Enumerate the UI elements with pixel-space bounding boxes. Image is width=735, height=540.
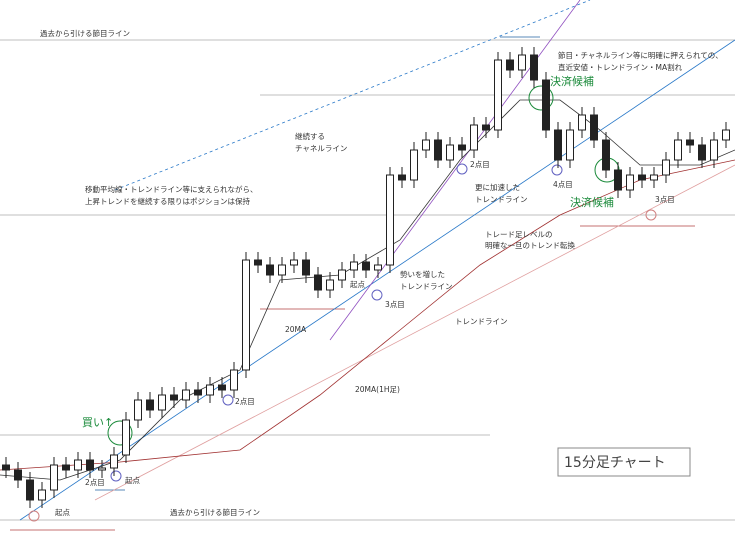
candle-body <box>566 129 574 161</box>
annotation: 移動平均線・トレンドライン等に支えられながら、 <box>85 184 258 194</box>
candle-body <box>494 59 502 131</box>
candle-body <box>290 259 298 266</box>
candle-body <box>470 124 478 151</box>
annotation: 3点目 <box>385 300 405 309</box>
markers <box>28 85 691 522</box>
candle-body <box>62 464 70 471</box>
candle-body <box>650 174 658 181</box>
annotation: 決済候補 <box>550 74 594 88</box>
annotation: 過去から引ける節目ライン <box>170 507 260 517</box>
annotation: 継続する <box>295 131 325 141</box>
annotation: 明確な一旦のトレンド転換 <box>485 240 575 250</box>
candle-body <box>134 399 142 421</box>
candle-body <box>98 467 106 471</box>
candle-body <box>662 159 670 176</box>
candle-body <box>686 139 694 146</box>
annotation: 2点目 <box>85 478 105 487</box>
annotation: 直近安値・トレンドライン・MA割れ <box>558 62 683 72</box>
candle-body <box>278 264 286 276</box>
candle-body <box>590 114 598 141</box>
candle-body <box>482 124 490 131</box>
candle-body <box>218 384 226 391</box>
annotation: 20MA(1H足) <box>355 385 400 394</box>
annotation: 4点目 <box>553 180 573 189</box>
candle-body <box>602 139 610 171</box>
candle-body <box>398 174 406 181</box>
candle-body <box>374 264 382 271</box>
annotation: 起点 <box>55 508 70 517</box>
candle-body <box>554 129 562 161</box>
candle-body <box>506 59 514 71</box>
candle-body <box>674 139 682 161</box>
annotation: 更に加速した <box>475 182 520 192</box>
candle-body <box>86 459 94 471</box>
candle-body <box>2 464 10 471</box>
candle-body <box>158 394 166 411</box>
annotation: 過去から引ける節目ライン <box>40 28 130 38</box>
candle-body <box>614 169 622 191</box>
candle-body <box>542 79 550 131</box>
annotation: チャネルライン <box>295 144 347 153</box>
candle-body <box>266 264 274 276</box>
candle-body <box>626 174 634 191</box>
annotation: 決済候補 <box>570 195 614 209</box>
annotation: 上昇トレンドを継続する限りはポジションは保持 <box>85 196 250 206</box>
candle-body <box>638 174 646 181</box>
candle-body <box>350 261 358 271</box>
candle-body <box>458 144 466 151</box>
candle-body <box>74 459 82 471</box>
annotation: 3点目 <box>655 195 675 204</box>
candle-body <box>302 259 310 276</box>
annotation: 節目・チャネルライン等に明確に押えられての、 <box>558 50 723 60</box>
annotation: 2点目 <box>235 397 255 406</box>
annotation: 15分足チャート <box>564 455 666 471</box>
candle-body <box>230 369 238 391</box>
candle-body <box>254 259 262 266</box>
candle-body <box>314 274 322 291</box>
annotation: トレンドライン <box>400 282 453 291</box>
candle-body <box>38 489 46 501</box>
candle-body <box>26 479 34 501</box>
annotation: 起点 <box>350 280 365 289</box>
annotation: 買い↑ <box>82 416 113 429</box>
annotations: 過去から引ける節目ライン節目・チャネルライン等に明確に押えられての、直近安値・ト… <box>40 28 723 517</box>
annotation: 起点 <box>125 476 140 485</box>
candles <box>2 47 730 508</box>
candle-body <box>14 469 22 481</box>
candle-body <box>122 419 130 456</box>
candle-body <box>518 54 526 71</box>
candle-body <box>362 261 370 271</box>
annotation: トレンドライン <box>475 195 528 204</box>
annotation: 2点目 <box>470 160 490 169</box>
candle-body <box>434 139 442 161</box>
candle-body <box>386 174 394 266</box>
candle-body <box>242 259 250 371</box>
annotation: 20MA <box>285 325 307 334</box>
annotation: トレード足レベルの <box>485 230 553 239</box>
candle-body <box>710 139 718 161</box>
annotation: 勢いを増した <box>400 269 445 279</box>
candle-body <box>50 464 58 491</box>
candle-body <box>182 389 190 401</box>
candle-body <box>170 394 178 401</box>
candle-body <box>338 269 346 281</box>
candle-body <box>698 144 706 161</box>
candle-body <box>422 139 430 151</box>
candle-body <box>722 129 730 141</box>
candle-body <box>194 389 202 396</box>
candle-body <box>110 454 118 469</box>
candle-body <box>446 144 454 161</box>
candle-body <box>578 114 586 131</box>
candle-body <box>410 149 418 181</box>
candle-body <box>326 279 334 291</box>
candle-body <box>530 54 538 81</box>
candle-body <box>146 399 154 411</box>
candle-body <box>206 384 214 396</box>
annotation: トレンドライン <box>455 317 508 326</box>
